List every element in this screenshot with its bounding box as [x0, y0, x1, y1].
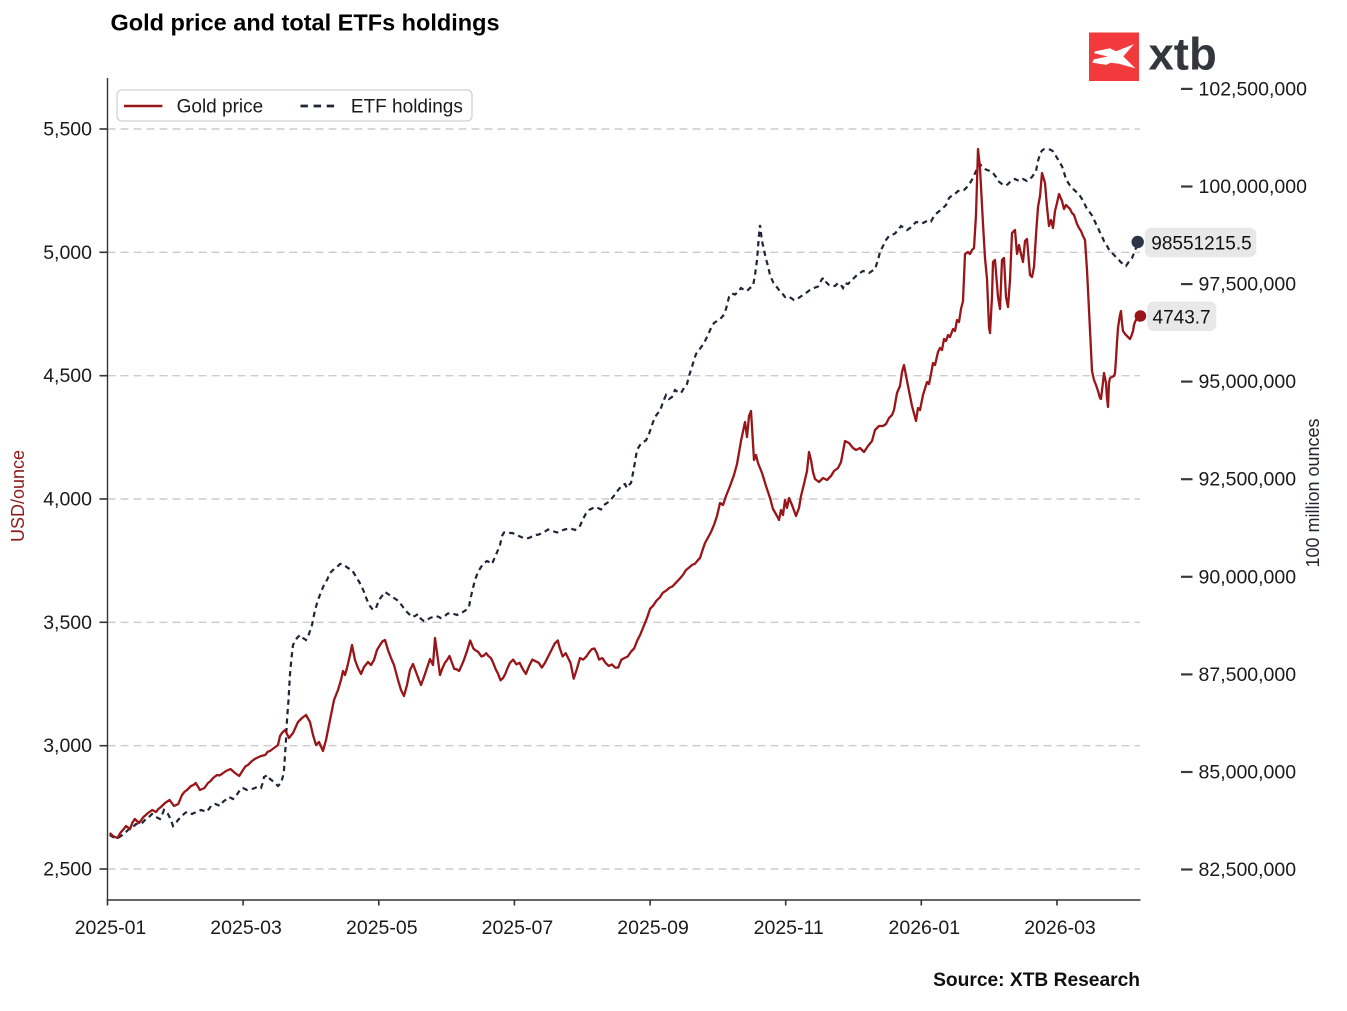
- svg-text:2025-01: 2025-01: [75, 917, 147, 939]
- svg-text:2025-09: 2025-09: [617, 917, 689, 939]
- svg-text:5,000: 5,000: [43, 242, 92, 264]
- svg-text:Gold price and total ETFs hold: Gold price and total ETFs holdings: [111, 10, 500, 36]
- svg-text:3,500: 3,500: [43, 612, 92, 634]
- svg-text:2,500: 2,500: [43, 859, 92, 881]
- svg-text:Gold price: Gold price: [177, 97, 264, 118]
- svg-text:100,000,000: 100,000,000: [1199, 176, 1308, 198]
- svg-text:85,000,000: 85,000,000: [1199, 762, 1297, 784]
- svg-text:4743.7: 4743.7: [1153, 307, 1211, 328]
- svg-text:3,000: 3,000: [43, 735, 92, 757]
- svg-text:102,500,000: 102,500,000: [1199, 78, 1308, 100]
- svg-text:2025-05: 2025-05: [346, 917, 418, 939]
- svg-text:100 million ounces: 100 million ounces: [1303, 418, 1323, 567]
- svg-text:90,000,000: 90,000,000: [1199, 566, 1297, 588]
- svg-text:82,500,000: 82,500,000: [1199, 859, 1297, 881]
- svg-text:95,000,000: 95,000,000: [1199, 371, 1297, 393]
- svg-text:ETF holdings: ETF holdings: [351, 97, 463, 118]
- svg-text:97,500,000: 97,500,000: [1199, 274, 1297, 296]
- svg-text:xtb: xtb: [1149, 29, 1217, 80]
- svg-text:2026-01: 2026-01: [889, 917, 961, 939]
- svg-text:2026-03: 2026-03: [1024, 917, 1096, 939]
- svg-text:4,000: 4,000: [43, 489, 92, 511]
- svg-text:2025-03: 2025-03: [210, 917, 282, 939]
- svg-text:2025-11: 2025-11: [754, 917, 824, 939]
- svg-text:92,500,000: 92,500,000: [1199, 469, 1297, 491]
- svg-text:Source: XTB Research: Source: XTB Research: [933, 970, 1140, 991]
- svg-text:98551215.5: 98551215.5: [1151, 234, 1251, 255]
- svg-text:USD/ounce: USD/ounce: [8, 450, 28, 542]
- svg-text:2025-07: 2025-07: [482, 917, 554, 939]
- svg-text:5,500: 5,500: [43, 119, 92, 141]
- svg-text:87,500,000: 87,500,000: [1199, 664, 1297, 686]
- svg-text:4,500: 4,500: [43, 365, 92, 387]
